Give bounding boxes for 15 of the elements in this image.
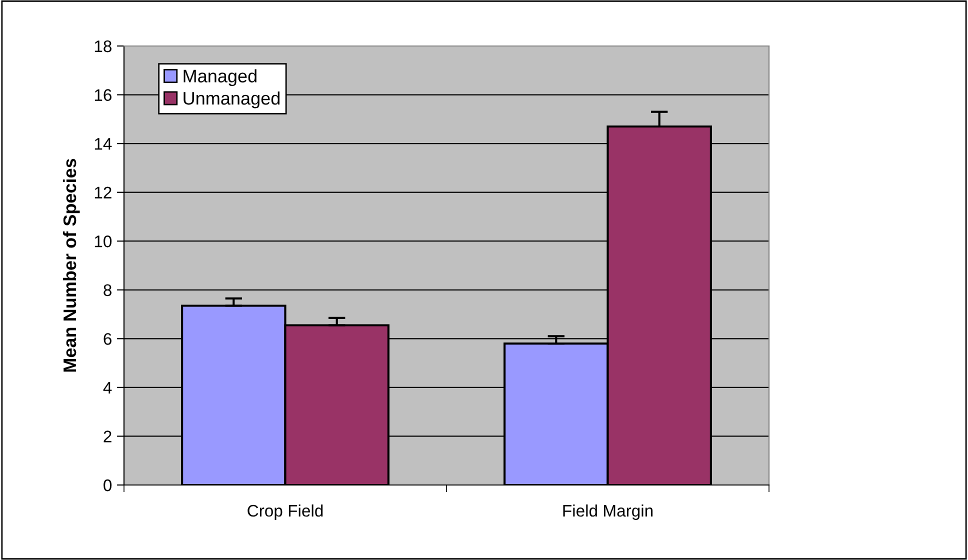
- y-tick-label: 10: [94, 236, 112, 248]
- legend-label: Managed: [184, 69, 256, 86]
- y-tick-label: 6: [104, 333, 112, 345]
- y-tick-label: 14: [94, 138, 112, 150]
- x-tick-label: Crop Field: [248, 504, 323, 520]
- y-tick-label: 8: [104, 284, 112, 296]
- y-tick-label: 4: [103, 382, 112, 394]
- y-axis-title: Mean Number of Species: [62, 158, 80, 372]
- y-tick-label: 0: [104, 479, 112, 492]
- legend-label: Unmanaged: [184, 91, 280, 108]
- y-tick-label: 12: [94, 186, 112, 198]
- y-tick-label: 2: [104, 430, 112, 442]
- y-tick-label: 18: [94, 40, 112, 52]
- y-tick-label: 16: [94, 89, 112, 101]
- x-tick-label: Field Margin: [563, 504, 653, 520]
